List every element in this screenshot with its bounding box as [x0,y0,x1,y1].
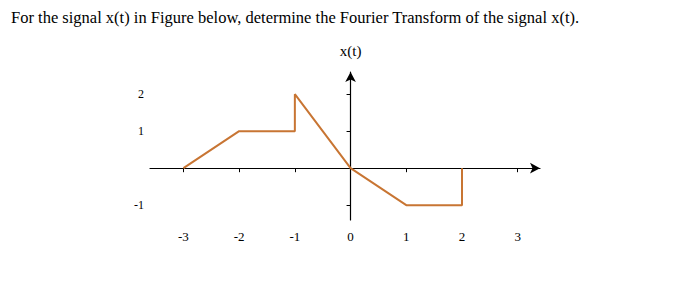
svg-text:For the signal x(t) in Figure: For the signal x(t) in Figure below, det… [11,8,579,27]
svg-text:-3: -3 [178,229,189,244]
svg-text:-1: -1 [289,229,300,244]
svg-text:x(t): x(t) [340,43,362,60]
svg-text:3: 3 [514,229,521,244]
svg-text:-1: -1 [134,198,144,212]
svg-text:2: 2 [459,229,466,244]
svg-text:0: 0 [347,229,354,244]
svg-text:-2: -2 [234,229,245,244]
svg-text:1: 1 [403,229,410,244]
svg-text:2: 2 [138,87,144,101]
svg-text:1: 1 [138,124,144,138]
